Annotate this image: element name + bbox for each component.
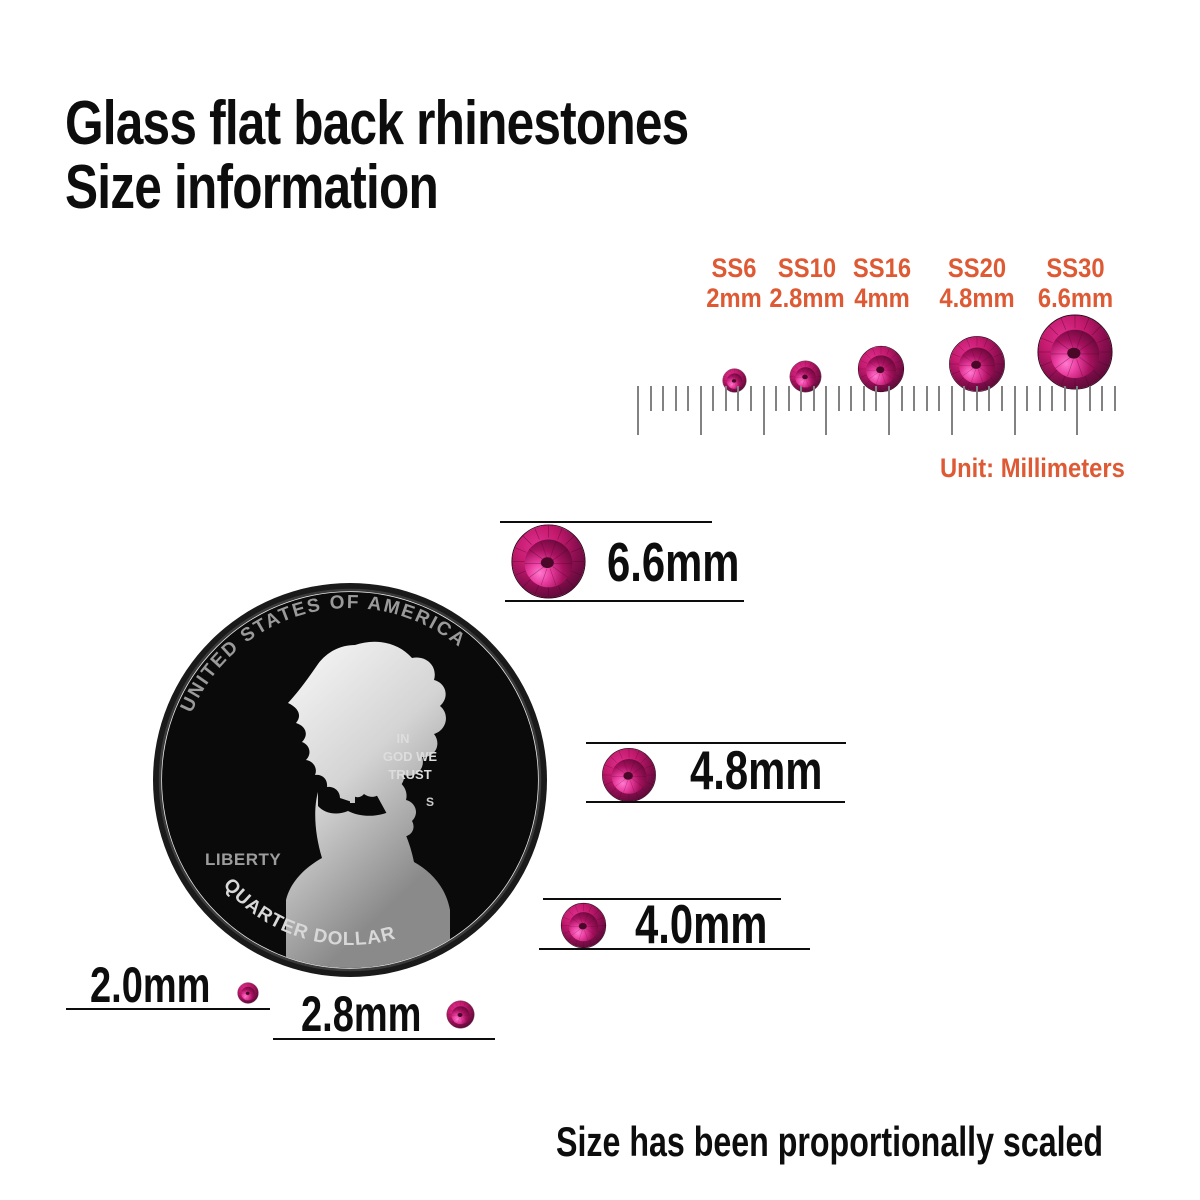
svg-text:S: S — [426, 795, 434, 809]
svg-text:LIBERTY: LIBERTY — [205, 850, 281, 869]
svg-text:TRUST: TRUST — [388, 767, 431, 782]
svg-text:IN: IN — [397, 731, 410, 746]
svg-text:GOD WE: GOD WE — [383, 749, 437, 764]
